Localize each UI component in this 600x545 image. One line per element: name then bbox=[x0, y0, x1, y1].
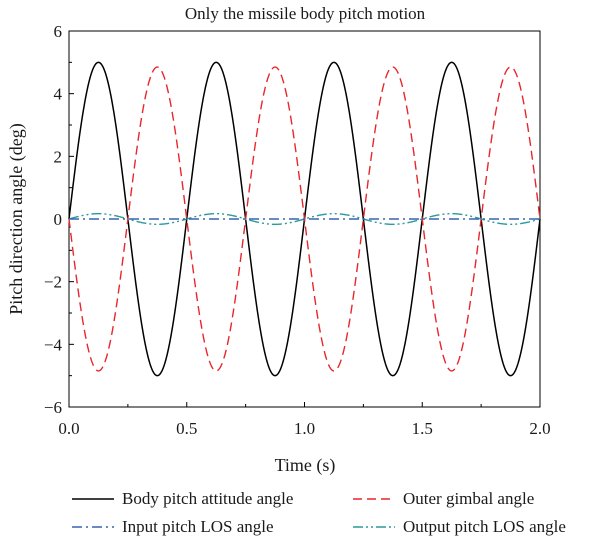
y-tick-label: 6 bbox=[54, 22, 63, 41]
x-tick-label: 0.0 bbox=[58, 419, 79, 438]
x-tick-label: 1.0 bbox=[294, 419, 315, 438]
y-tick-label: 0 bbox=[54, 210, 63, 229]
x-axis: 0.0 0.5 1.0 1.5 2.0 bbox=[58, 402, 551, 438]
y-tick-label: −4 bbox=[44, 335, 63, 354]
y-tick-label: 2 bbox=[54, 147, 63, 166]
chart-title: Only the missile body pitch motion bbox=[185, 4, 426, 23]
series-line-3 bbox=[68, 212, 541, 226]
plot-area: −6 −4 −2 0 2 4 6 0.0 0.5 1.0 1.5 2.0 bbox=[44, 22, 551, 438]
x-tick-label: 2.0 bbox=[529, 419, 550, 438]
legend-label: Input pitch LOS angle bbox=[122, 517, 274, 536]
x-tick-label: 1.5 bbox=[412, 419, 433, 438]
x-tick-label: 0.5 bbox=[176, 419, 197, 438]
legend-label: Outer gimbal angle bbox=[403, 489, 534, 508]
y-tick-label: 4 bbox=[54, 85, 63, 104]
legend: Body pitch attitude angle Outer gimbal an… bbox=[72, 489, 566, 536]
series-layer bbox=[68, 61, 541, 377]
y-tick-label: −6 bbox=[44, 398, 62, 417]
y-tick-label: −2 bbox=[44, 273, 62, 292]
legend-label: Body pitch attitude angle bbox=[122, 489, 293, 508]
y-axis-label: Pitch direction angle (deg) bbox=[6, 123, 27, 314]
x-axis-label: Time (s) bbox=[275, 455, 336, 476]
legend-label: Output pitch LOS angle bbox=[403, 517, 566, 536]
